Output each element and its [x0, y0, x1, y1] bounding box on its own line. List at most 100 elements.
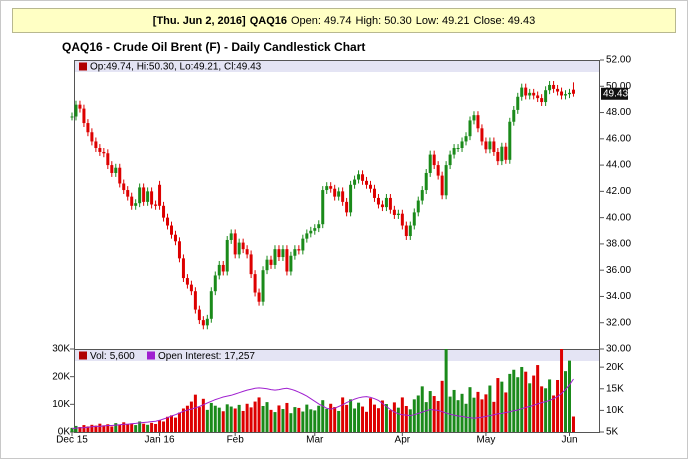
candle-body	[432, 154, 436, 166]
volume-bar	[70, 427, 74, 432]
candle-body	[110, 165, 114, 173]
volume-bar	[177, 412, 181, 432]
candle-body	[528, 92, 532, 96]
volume-bar	[357, 402, 361, 432]
volume-bar	[102, 425, 106, 432]
volume-bar	[428, 391, 432, 432]
candle-body	[82, 108, 86, 124]
candle-body	[532, 92, 536, 96]
candle-body	[94, 141, 98, 149]
volume-bar	[253, 401, 257, 432]
volume-bar	[90, 424, 94, 432]
candle-body	[253, 274, 257, 293]
y-tick-label: 42.00	[606, 186, 631, 197]
volume-bar	[341, 397, 345, 432]
header-label: Open:	[291, 15, 321, 27]
volume-bar	[181, 408, 185, 432]
candle-body	[237, 242, 241, 255]
candle-body	[150, 191, 154, 205]
volume-bar	[488, 385, 492, 432]
volume-bar	[544, 388, 548, 432]
volume-bar	[185, 405, 189, 432]
candle-body	[86, 123, 90, 133]
candle-body	[448, 154, 452, 166]
candle-body	[74, 104, 78, 117]
volume-bar	[460, 393, 464, 432]
candle-body	[138, 187, 142, 204]
volume-bar	[82, 425, 86, 432]
candle-body	[158, 184, 162, 206]
x-tick-label: Feb	[227, 435, 245, 446]
candle-body	[229, 233, 233, 240]
candle-body	[70, 116, 74, 118]
open-interest-line	[71, 378, 574, 429]
legend-name: Open Interest:	[158, 351, 221, 362]
volume-bar	[74, 425, 78, 432]
candle-body	[301, 238, 305, 251]
candle-body	[536, 95, 540, 99]
volume-bar	[412, 399, 416, 432]
candle-body	[504, 146, 508, 160]
candle-body	[440, 175, 444, 196]
volume-bar	[245, 403, 249, 432]
volume-bar	[380, 400, 384, 432]
candle-body	[329, 186, 333, 189]
header-label: Low:	[416, 15, 439, 27]
candle-body	[369, 184, 372, 189]
volume-bar	[305, 404, 309, 432]
candle-body	[181, 258, 185, 279]
volume-bar	[285, 402, 289, 432]
candle-body	[285, 249, 289, 272]
candle-body	[189, 284, 193, 292]
candle-body	[185, 278, 189, 285]
volume-bar	[78, 427, 82, 432]
candle-body	[468, 120, 472, 137]
y-tick-label: 30.00	[606, 344, 631, 355]
candle-body	[245, 249, 249, 255]
candle-body	[297, 249, 301, 251]
volume-bar	[273, 412, 277, 432]
candle-body	[388, 197, 392, 210]
volume-bar	[289, 413, 293, 432]
candle-body	[420, 190, 424, 201]
candle-body	[357, 174, 361, 180]
candle-body	[520, 87, 524, 97]
volume-bar	[150, 422, 154, 432]
y-tick-label: 50.00	[606, 81, 631, 92]
volume-bar	[540, 386, 544, 432]
volume-bar	[277, 405, 281, 432]
volume-bar	[337, 410, 341, 432]
legend-strip	[75, 61, 599, 72]
candle-body	[277, 249, 281, 258]
plot-frame	[74, 60, 600, 433]
volume-bar	[146, 424, 150, 432]
volume-bar	[436, 401, 440, 432]
candle-body	[273, 249, 277, 265]
candle-body	[209, 291, 213, 319]
candle-body	[376, 197, 380, 205]
volume-bar	[496, 378, 500, 432]
candle-body	[408, 225, 412, 237]
volume-bar	[313, 410, 317, 432]
candle-body	[225, 239, 229, 272]
volume-bar	[162, 421, 166, 432]
candle-body	[325, 186, 329, 191]
volume-bar	[233, 408, 237, 432]
legend-strip	[75, 350, 599, 361]
candle-body	[221, 264, 225, 272]
volume-bar	[349, 399, 353, 432]
candle-body	[556, 88, 560, 92]
volume-bar	[261, 405, 265, 432]
volume-bar	[524, 371, 528, 432]
header-label: Close:	[474, 15, 505, 27]
candle-body	[337, 191, 341, 197]
volume-bar	[365, 411, 369, 432]
volume-bar	[138, 421, 142, 432]
candle-body	[333, 188, 337, 197]
candle-body	[512, 109, 516, 122]
candle-body	[564, 94, 568, 96]
candle-body	[392, 209, 396, 216]
x-tick-label: Apr	[395, 435, 411, 446]
